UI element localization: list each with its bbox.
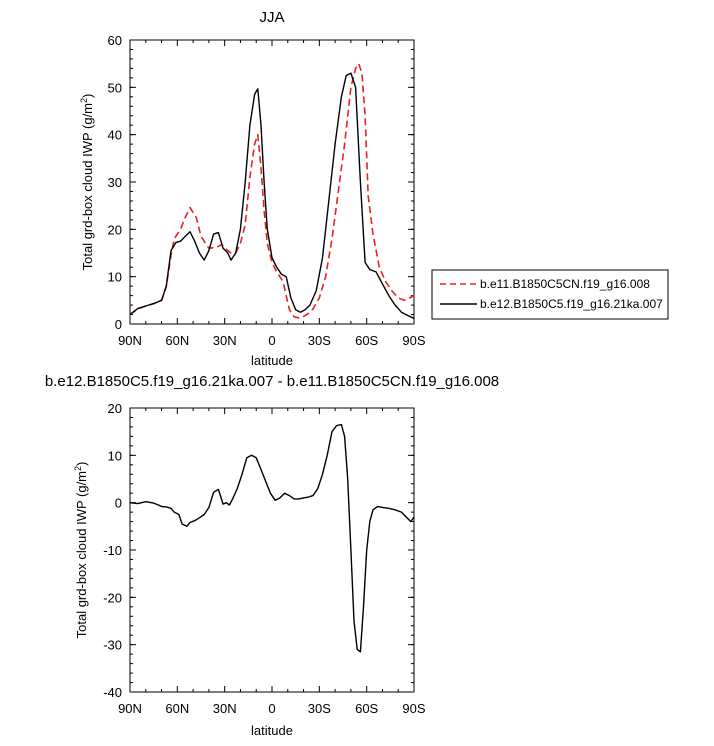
top-chart-title: JJA: [259, 9, 284, 26]
bottom-series-group: [129, 423, 415, 653]
bottom-axis-ticks: 90N 60N 30N 0 30S 60S 90S -40 -30 -20 -10 0 10 20: [103, 401, 426, 716]
top-plot-frame: [129, 39, 415, 325]
x-tick-label: 0: [268, 333, 275, 348]
y-tick-label: 0: [115, 496, 122, 511]
x-tick-label: 60N: [165, 333, 189, 348]
bottom-panel: b.e12.B1850C5.f19_g16.21ka.007 - b.e11.B…: [45, 373, 499, 738]
bottom-y-axis-label-main: Total grd-box cloud IWP (g/m: [74, 471, 89, 638]
y-tick-label: 20: [108, 401, 122, 416]
x-tick-label: 90S: [402, 701, 425, 716]
top-y-axis-label-sup: 2: [79, 98, 89, 103]
bottom-y-axis-label-sup: 2: [73, 466, 83, 471]
y-tick-label: -20: [103, 590, 122, 605]
top-y-axis-label: Total grd-box cloud IWP (g/m2): [79, 94, 95, 271]
x-tick-label: 90S: [402, 333, 425, 348]
x-tick-label: 60N: [165, 701, 189, 716]
top-y-axis-label-close: ): [80, 94, 95, 98]
y-tick-label: -10: [103, 543, 122, 558]
x-tick-label: 30S: [308, 701, 331, 716]
x-tick-label: 90N: [118, 333, 142, 348]
top-panel: JJA 90N 60N 30N 0 30S 60S 90S 0 10 20 30 40 50 60 lat…: [79, 9, 669, 368]
legend: b.e11.B1850C5CN.f19_g16.008 b.e12.B1850C…: [431, 269, 669, 320]
top-x-axis-label: latitude: [251, 353, 293, 368]
y-tick-label: 0: [115, 317, 122, 332]
top-series-group: [129, 62, 415, 319]
y-tick-label: 10: [108, 448, 122, 463]
legend-label-series-2: b.e12.B1850C5.f19_g16.21ka.007: [480, 297, 663, 311]
bottom-chart-title: b.e12.B1850C5.f19_g16.21ka.007 - b.e11.B…: [45, 373, 499, 390]
x-tick-label: 30S: [308, 333, 331, 348]
legend-box: [431, 269, 669, 320]
y-tick-label: 40: [108, 128, 122, 143]
x-tick-label: 30N: [213, 701, 237, 716]
y-tick-label: 10: [108, 270, 122, 285]
bottom-y-axis-label: Total grd-box cloud IWP (g/m2): [73, 462, 89, 639]
y-tick-label: -40: [103, 685, 122, 700]
y-tick-label: 50: [108, 80, 122, 95]
bottom-y-axis-label-close: ): [74, 462, 89, 466]
x-tick-label: 30N: [213, 333, 237, 348]
series-line-1: [129, 62, 415, 319]
bottom-plot-frame: [129, 407, 415, 693]
y-tick-label: -30: [103, 638, 122, 653]
y-tick-label: 60: [108, 33, 122, 48]
y-tick-label: 30: [108, 175, 122, 190]
series-line-2: [129, 72, 415, 319]
top-y-axis-label-main: Total grd-box cloud IWP (g/m: [80, 103, 95, 270]
legend-label-series-1: b.e11.B1850C5CN.f19_g16.008: [480, 277, 650, 291]
x-tick-label: 0: [268, 701, 275, 716]
x-tick-label: 60S: [355, 701, 378, 716]
top-axis-ticks: 90N 60N 30N 0 30S 60S 90S 0 10 20 30 40 50 60: [108, 33, 426, 348]
x-tick-label: 60S: [355, 333, 378, 348]
x-tick-label: 90N: [118, 701, 142, 716]
bottom-x-axis-label: latitude: [251, 723, 293, 738]
y-tick-label: 20: [108, 222, 122, 237]
series-line-1: [129, 423, 415, 653]
